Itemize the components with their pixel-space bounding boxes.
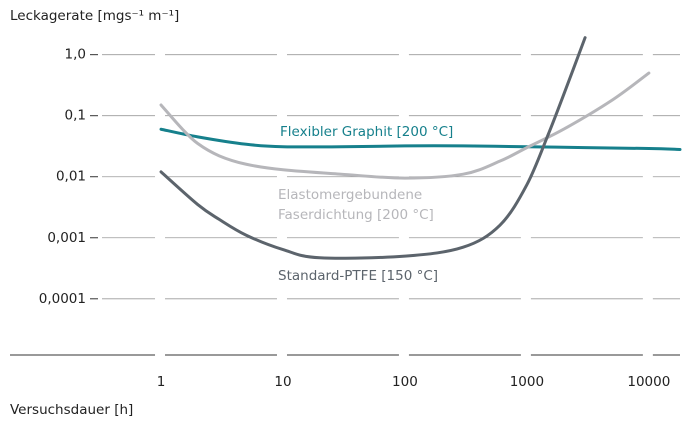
series-label: Standard-PTFE [150 °C]: [278, 268, 438, 284]
series-line: [159, 36, 587, 260]
x-axis-label: Versuchsdauer [h]: [10, 402, 133, 418]
y-tick-label: 0,0001: [39, 291, 86, 307]
x-tick-label: 1: [157, 374, 166, 390]
series-line: [159, 127, 682, 151]
series-label: Faserdichtung [200 °C]: [278, 207, 434, 223]
x-tick-label: 100: [392, 374, 418, 390]
series-label: Elastomergebundene: [278, 187, 422, 203]
x-tick-label: 10: [274, 374, 291, 390]
series-line: [159, 71, 651, 180]
y-tick-label: 0,01: [56, 169, 86, 185]
y-tick-label: 0,001: [47, 230, 86, 246]
y-axis-label: Leckagerate [mgs⁻¹ m⁻¹]: [10, 8, 179, 24]
x-tick-label: 10000: [627, 374, 670, 390]
x-tick-label: 1000: [510, 374, 544, 390]
y-tick-label: 0,1: [65, 108, 86, 124]
series-label: Flexibler Graphit [200 °C]: [280, 124, 453, 140]
y-tick-label: 1,0: [65, 47, 86, 63]
